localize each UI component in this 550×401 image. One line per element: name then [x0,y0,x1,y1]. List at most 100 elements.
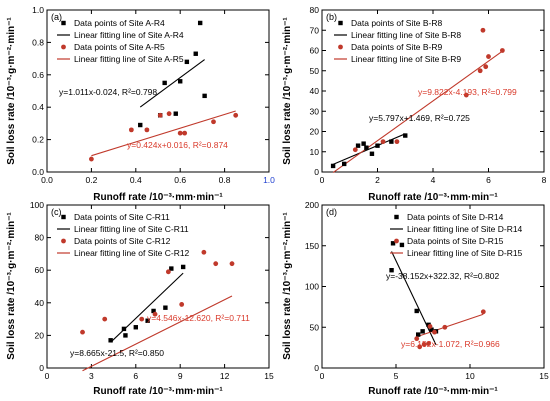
panel-label: (a) [51,12,62,22]
legend-label: Data points of Site A-R4 [74,18,165,28]
fit-equation: y=8.665x-21.5, R²=0.850 [70,348,164,358]
data-point-circle [179,302,185,307]
data-point-circle [166,111,172,117]
data-point-square [375,143,380,148]
y-tick-label: 80 [35,233,45,243]
x-tick-label: 0.0 [41,175,53,185]
legend-marker-circle [61,238,66,244]
x-tick-label: 6 [486,175,491,185]
x-tick-label: 0.2 [85,175,97,185]
x-axis-label: Runoff rate /10⁻³·mm·min⁻¹ [368,386,498,397]
y-tick-label: 50 [310,322,320,332]
legend-label: Linear fitting line of Site B-R8 [351,30,461,40]
data-point-square [429,327,434,332]
legend-label: Data points of Site A-R5 [74,42,165,52]
fit-line-black [110,272,184,343]
data-point-square [342,161,347,167]
legend-marker-square [61,20,66,26]
data-point-circle [229,261,235,267]
data-point-circle [417,344,423,350]
legend-label: Data points of Site D-R14 [407,212,504,222]
data-point-circle [144,127,150,133]
legend-label: Data points of Site B-R8 [351,18,442,28]
legend: Data points of Site D-R14 Linear fitting … [390,212,523,258]
data-point-square [138,122,143,128]
data-point-circle [477,68,483,74]
data-point-circle [201,249,207,255]
fit-line-red [82,295,233,372]
data-point-square [151,308,156,314]
data-point-circle [463,92,469,98]
data-point-square [202,93,207,99]
data-point-square [390,241,396,246]
data-point-circle [182,130,188,136]
plot-frame [46,9,270,173]
x-tick-label: 0 [45,371,50,381]
x-tick-label: 2 [375,175,380,185]
data-point-square [180,264,186,270]
x-tick-label: 8 [542,175,547,185]
legend-marker-circle [394,238,399,244]
x-tick-label: 0 [320,175,325,185]
legend-label: Data points of Site D-R15 [407,236,504,246]
data-point-circle [89,156,94,162]
data-point-square [389,139,394,144]
data-point-circle [414,336,420,342]
data-point-circle [421,341,427,347]
legend-marker-square [338,20,343,26]
x-tick-label: 12 [220,371,230,381]
data-point-square [364,145,369,150]
legend-label: Linear fitting line of Site D-R14 [407,224,523,234]
fit-equation: y=9.822x-4.193, R²=0.799 [418,87,517,97]
data-point-circle [426,341,431,346]
panel-a: 0.0 0.2 0.4 0.6 0.8 1.0 0.0 0.2 0.4 0.6 0.8 1.0 Runo… [6,5,275,203]
y-tick-label: 10 [310,147,320,157]
x-tick-label: 6 [133,371,138,381]
y-tick-label: 40 [310,86,320,96]
panel-label: (d) [326,207,337,217]
x-axis-label: Runoff rate /10⁻³·mm·min⁻¹ [93,386,223,397]
legend-label: Linear fitting line of Site D-R15 [407,248,523,258]
data-point-square [184,59,190,65]
fit-equation: y=4.546x-12.620, R²=0.711 [147,313,250,323]
data-point-circle [483,64,489,70]
fit-equation: y=-38.152x+322.32, R²=0.802 [386,271,499,281]
data-point-square [123,333,128,338]
fit-equation: y=0.424x+0.016, R²=0.874 [127,140,228,150]
legend-label: Linear fitting line of Site B-R9 [351,54,461,64]
data-point-square [133,325,138,330]
legend: Data points of Site C-R11 Linear fitting … [57,212,190,258]
x-tick-label: 0.8 [219,175,231,185]
x-tick-label: 10 [465,371,475,381]
y-axis-label: Soil loss rate /10⁻³·g·m⁻²·min⁻¹ [282,212,293,360]
y-axis-label: Soil loss rate /10⁻³·g·m⁻²·min⁻¹ [6,212,17,360]
legend-label: Data points of Site C-R11 [74,212,170,222]
data-point-square [178,79,183,84]
y-axis-label: Soil loss rate /10⁻³·g·m⁻²·min⁻¹ [282,17,293,165]
data-point-circle [102,316,108,322]
x-tick-label: 15 [539,371,549,381]
fit-line-black [391,251,437,345]
legend-marker-square [394,214,399,220]
data-point-circle [165,269,171,275]
x-axis-label: Runoff rate /10⁻³·mm·min⁻¹ [93,192,223,203]
data-point-circle [380,139,386,145]
data-point-circle [157,112,163,118]
data-point-square [389,268,394,273]
legend-marker-square [61,214,66,220]
fit-line-black [332,133,406,165]
y-tick-label: 0.6 [32,70,44,80]
x-axis-label: Runoff rate /10⁻³·mm·min⁻¹ [368,192,498,203]
legend-label: Linear fitting line of Site A-R5 [74,54,184,64]
y-tick-label: 100 [305,282,319,292]
data-point-square [173,111,178,116]
y-tick-label: 30 [310,106,320,116]
fit-line-red [91,110,236,157]
legend-label: Linear fitting line of Site A-R4 [74,30,184,40]
data-point-square [108,338,113,343]
y-tick-label: 0.2 [32,135,44,145]
data-point-square [369,151,375,156]
y-axis-label: Soil loss rate /10⁻³·g·m⁻²·min⁻¹ [6,17,17,165]
y-tick-label: 60 [35,265,45,275]
